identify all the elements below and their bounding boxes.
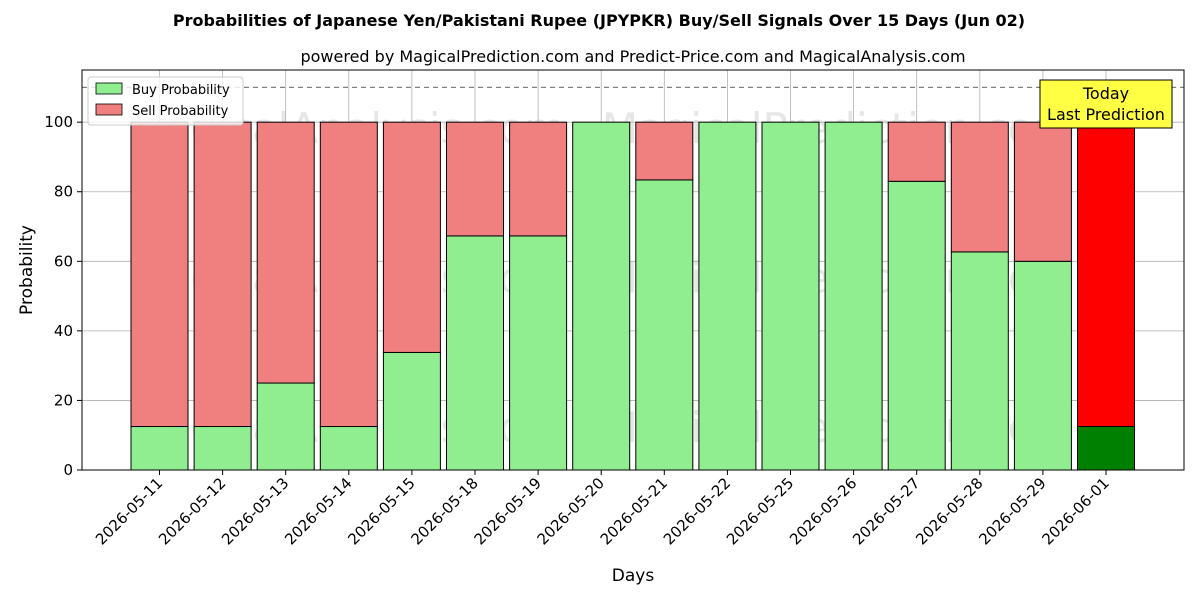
- bar-buy-2026-05-21: [635, 179, 694, 471]
- bar-buy-2026-06-01: [1077, 426, 1135, 471]
- chart-title: Probabilities of Japanese Yen/Pakistani …: [173, 11, 1025, 30]
- bar-sell-2026-05-18: [446, 121, 504, 237]
- bar-buy-2026-05-20: [572, 121, 631, 471]
- y-tick-label: 40: [54, 322, 73, 340]
- bar-buy-2026-05-11: [130, 426, 189, 471]
- bars: [130, 121, 1135, 471]
- bar-buy-2026-05-28: [950, 251, 1009, 471]
- x-tick-label: 2026-05-19: [471, 474, 545, 548]
- x-tick-label: 2026-05-27: [849, 474, 923, 548]
- x-tick-label: 2026-05-28: [912, 474, 986, 548]
- bar-buy-2026-05-19: [509, 235, 568, 471]
- bar-sell-2026-05-13: [256, 121, 315, 384]
- x-tick-label: 2026-05-25: [723, 474, 797, 548]
- y-axis-label: Probability: [17, 225, 37, 315]
- bar-buy-2026-05-18: [446, 235, 504, 471]
- bar-sell-2026-05-12: [193, 121, 252, 428]
- bar-buy-2026-05-12: [193, 426, 252, 471]
- annotation-line-2: Last Prediction: [1047, 105, 1165, 124]
- bar-sell-2026-06-01: [1077, 121, 1135, 428]
- x-tick-label: 2026-05-11: [92, 474, 166, 548]
- y-tick-label: 100: [44, 113, 73, 131]
- x-tick-label: 2026-05-15: [344, 474, 418, 548]
- x-axis-label: Days: [612, 566, 655, 586]
- y-axis-ticks: 0 20 40 60 80 100: [44, 113, 82, 479]
- y-tick-label: 20: [54, 391, 73, 409]
- legend-label-buy: Buy Probability: [132, 83, 230, 98]
- x-tick-label: 2026-05-20: [534, 474, 608, 548]
- chart-subtitle: powered by MagicalPrediction.com and Pre…: [300, 47, 965, 66]
- legend: Buy Probability Sell Probability: [87, 76, 244, 126]
- x-tick-label: 2026-05-12: [155, 474, 229, 548]
- y-tick-label: 80: [54, 183, 73, 201]
- x-tick-label: 2026-05-22: [660, 474, 734, 548]
- legend-frame: [87, 76, 244, 126]
- x-axis-ticks: 2026-05-112026-05-122026-05-132026-05-14…: [92, 470, 1113, 548]
- annotation-line-1: Today: [1082, 84, 1129, 103]
- today-annotation: Today Last Prediction: [1039, 79, 1173, 129]
- x-tick-label: 2026-05-18: [407, 474, 481, 548]
- bar-buy-2026-05-13: [256, 382, 315, 471]
- bar-buy-2026-05-29: [1013, 260, 1072, 471]
- bar-sell-2026-05-15: [382, 121, 441, 353]
- bar-buy-2026-05-15: [382, 351, 441, 471]
- bar-sell-2026-05-21: [635, 121, 694, 181]
- bar-buy-2026-05-22: [698, 121, 757, 471]
- plot-frame: [81, 69, 1185, 471]
- legend-label-sell: Sell Probability: [132, 104, 229, 119]
- x-tick-label: 2026-05-21: [597, 474, 671, 548]
- bar-sell-2026-05-27: [887, 121, 946, 182]
- x-tick-label: 2026-05-14: [281, 474, 355, 548]
- bar-sell-2026-05-19: [509, 121, 568, 237]
- bar-buy-2026-05-26: [824, 121, 883, 471]
- legend-swatch-sell: [95, 103, 123, 116]
- bar-buy-2026-05-27: [887, 180, 946, 471]
- annotation-box: [1039, 79, 1173, 129]
- y-tick-label: 0: [63, 461, 73, 479]
- y-tick-label: 60: [54, 252, 73, 270]
- bar-buy-2026-05-14: [319, 426, 378, 471]
- x-tick-label: 2026-05-29: [975, 474, 1049, 548]
- bar-sell-2026-05-29: [1013, 121, 1072, 262]
- bar-sell-2026-05-11: [130, 121, 189, 428]
- x-tick-label: 2026-05-26: [786, 474, 860, 548]
- bar-buy-2026-05-25: [761, 121, 820, 471]
- bar-sell-2026-05-14: [319, 121, 378, 428]
- x-tick-label: 2026-05-13: [218, 474, 292, 548]
- x-tick-label: 2026-06-01: [1038, 474, 1112, 548]
- bar-sell-2026-05-28: [950, 121, 1009, 253]
- legend-swatch-buy: [95, 82, 123, 95]
